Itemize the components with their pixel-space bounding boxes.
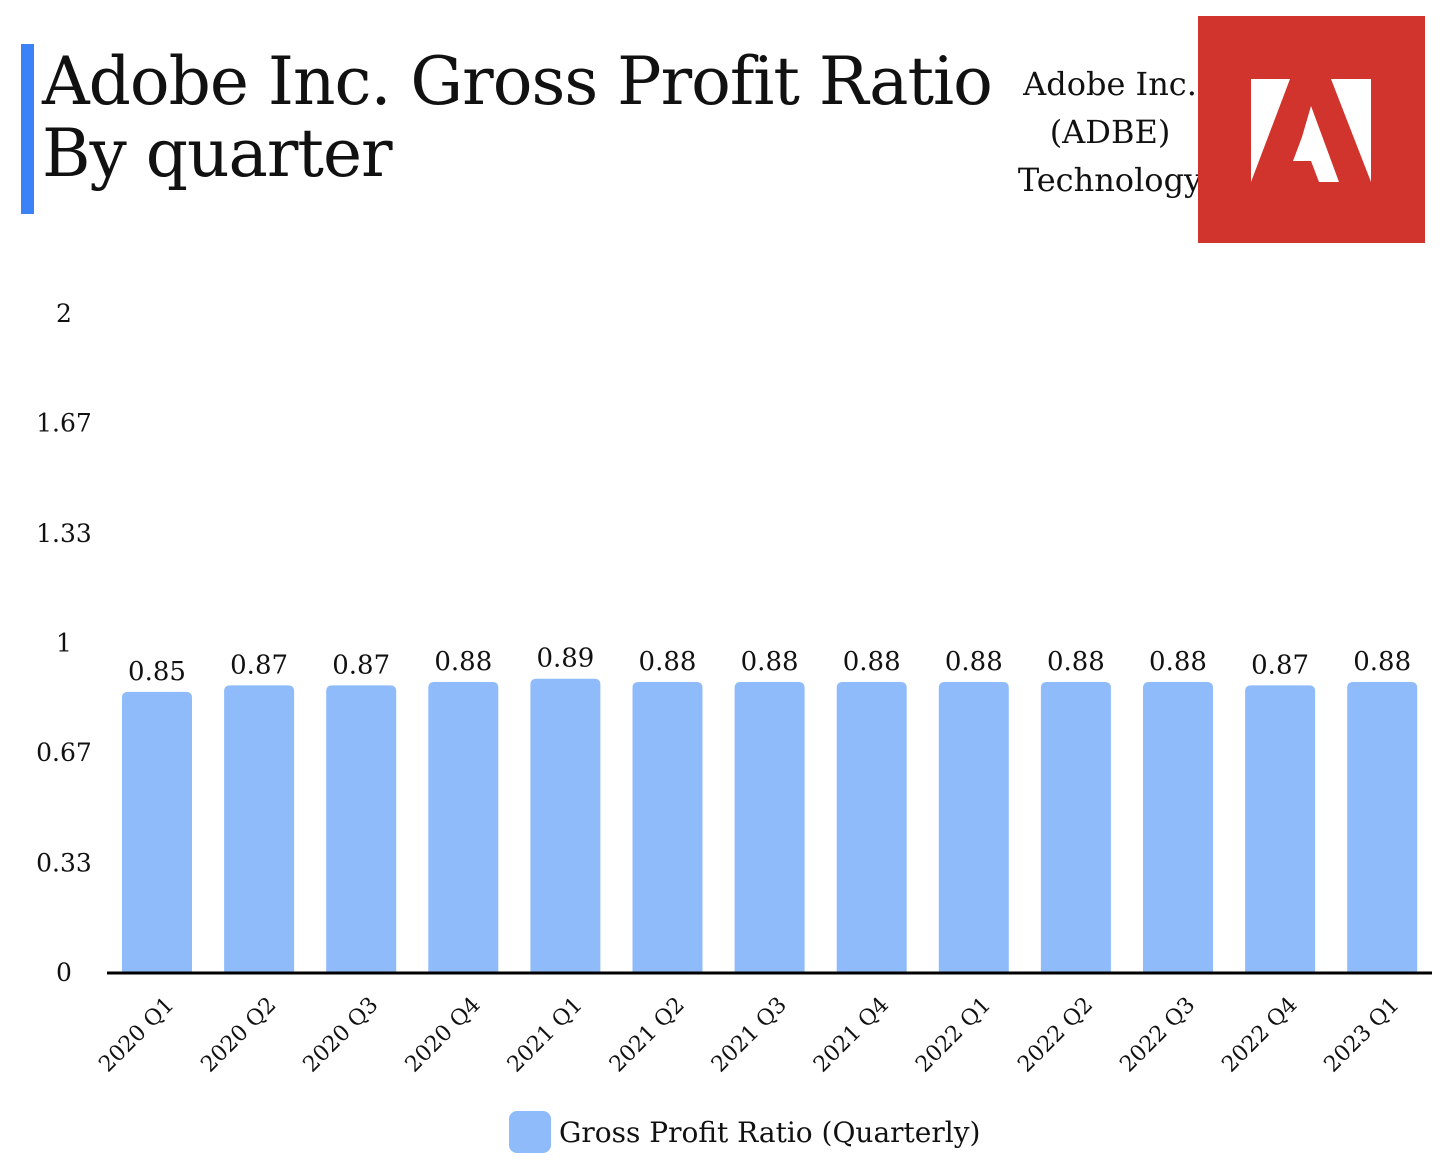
bar-value-label: 0.89 <box>536 644 594 674</box>
bar <box>428 682 499 972</box>
x-tick-label: 2020 Q1 <box>94 993 179 1078</box>
bar-value-label: 0.88 <box>639 647 697 677</box>
bar <box>1040 682 1111 972</box>
page-title: Adobe Inc. Gross Profit Ratio By quarter <box>42 43 993 192</box>
bar-value-label: 0.87 <box>230 650 288 680</box>
x-tick-label: 2022 Q3 <box>1115 993 1200 1078</box>
bar <box>632 682 703 972</box>
company-name: Adobe Inc. <box>1023 65 1197 103</box>
x-tick-label: 2021 Q4 <box>809 993 894 1078</box>
bar-value-label: 0.88 <box>1047 647 1105 677</box>
x-tick-label: 2023 Q1 <box>1320 993 1405 1078</box>
x-tick-label: 2022 Q2 <box>1013 993 1098 1078</box>
adobe-logo-icon <box>1251 79 1371 182</box>
adobe-logo <box>1198 16 1425 243</box>
chart-legend: Gross Profit Ratio (Quarterly) <box>509 1110 980 1154</box>
legend-label: Gross Profit Ratio (Quarterly) <box>559 1115 981 1149</box>
y-tick-label: 0 <box>56 958 72 987</box>
bar-chart: 0 0.33 0.67 1 1.33 1.67 2 0.85 2020 Q1 0.87 2020 Q… <box>36 299 1432 1078</box>
bar-value-label: 0.87 <box>332 650 390 680</box>
bar-value-label: 0.88 <box>843 647 901 677</box>
x-tick-label: 2022 Q1 <box>911 993 996 1078</box>
y-tick-label: 1.67 <box>36 409 92 438</box>
x-tick-label: 2021 Q3 <box>707 993 792 1078</box>
x-tick-label: 2020 Q4 <box>401 993 486 1078</box>
bar <box>326 685 397 972</box>
bar-value-label: 0.87 <box>1251 650 1309 680</box>
bar <box>938 682 1009 972</box>
x-tick-label: 2020 Q2 <box>196 993 281 1078</box>
bar-value-label: 0.85 <box>128 657 186 687</box>
bar <box>1347 682 1418 972</box>
y-tick-label: 1 <box>56 629 72 658</box>
bar <box>530 678 601 972</box>
company-ticker: (ADBE) <box>1049 113 1171 151</box>
y-tick-label: 2 <box>56 299 72 328</box>
x-tick-label: 2020 Q3 <box>299 993 384 1078</box>
bar <box>122 691 192 972</box>
legend-swatch <box>509 1111 551 1153</box>
bar <box>1245 685 1316 972</box>
company-sector: Technology <box>1017 161 1203 199</box>
bar <box>1143 682 1213 972</box>
x-tick-label: 2021 Q1 <box>503 993 588 1078</box>
bar-value-label: 0.88 <box>1353 647 1411 677</box>
y-tick-label: 1.33 <box>36 519 92 548</box>
title-line-1: Adobe Inc. Gross Profit Ratio <box>42 43 993 120</box>
bar-value-label: 0.88 <box>945 647 1003 677</box>
bar <box>224 685 295 972</box>
y-tick-label: 0.67 <box>36 738 92 767</box>
title-line-2: By quarter <box>42 115 393 192</box>
title-accent-bar <box>21 44 34 214</box>
x-tick-label: 2021 Q2 <box>605 993 690 1078</box>
bar-value-label: 0.88 <box>1149 647 1207 677</box>
y-tick-label: 0.33 <box>36 848 92 877</box>
x-tick-label: 2022 Q4 <box>1217 993 1302 1078</box>
bar-value-label: 0.88 <box>741 647 799 677</box>
bar-value-label: 0.88 <box>434 647 492 677</box>
bar <box>734 682 805 972</box>
company-info: Adobe Inc. (ADBE) Technology <box>1010 60 1210 204</box>
bar <box>836 682 907 972</box>
